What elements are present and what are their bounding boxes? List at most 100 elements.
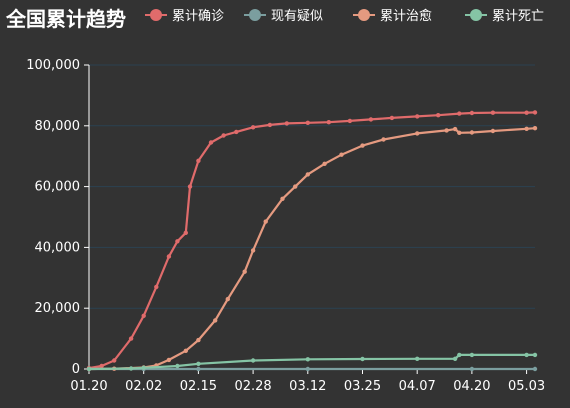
x-tick-label: 02.02 <box>125 379 162 394</box>
y-tick-label: 40,000 <box>35 240 81 255</box>
legend-item: 累计确诊 <box>145 9 224 24</box>
x-tick-label: 05.03 <box>508 379 545 394</box>
data-point <box>381 137 385 141</box>
data-point <box>129 336 133 340</box>
data-point <box>491 129 495 133</box>
legend-item: 累计治愈 <box>353 9 432 24</box>
data-point <box>369 117 373 121</box>
series-line-1 <box>89 112 535 368</box>
data-point <box>87 367 91 371</box>
data-point <box>470 353 474 357</box>
data-point <box>470 367 474 371</box>
legend-label: 累计治愈 <box>380 9 432 24</box>
legend: 累计确诊 现有疑似 累计治愈 累计死亡 <box>145 8 544 24</box>
data-point <box>154 285 158 289</box>
data-point <box>196 362 200 366</box>
y-tick-label: 60,000 <box>35 180 81 195</box>
data-point <box>533 126 537 130</box>
data-point <box>251 248 255 252</box>
data-point <box>264 219 268 223</box>
data-point <box>196 159 200 163</box>
data-point <box>470 130 474 134</box>
data-point <box>285 121 289 125</box>
data-point <box>142 366 146 370</box>
legend-label: 累计确诊 <box>172 9 224 24</box>
data-point <box>444 128 448 132</box>
data-point <box>142 314 146 318</box>
series-line-3 <box>89 128 535 369</box>
chart-title: 全国累计趋势 <box>5 7 126 31</box>
data-point <box>306 367 310 371</box>
data-point <box>251 358 255 362</box>
data-point <box>339 153 343 157</box>
data-point <box>524 111 528 115</box>
data-point <box>196 338 200 342</box>
data-point <box>188 184 192 188</box>
data-point <box>415 114 419 118</box>
y-tick-label: 100,000 <box>26 58 80 73</box>
data-point <box>234 130 238 134</box>
data-point <box>184 349 188 353</box>
data-point <box>306 357 310 361</box>
legend-label: 累计死亡 <box>492 9 544 24</box>
data-point <box>293 184 297 188</box>
data-point <box>184 231 188 235</box>
x-tick-label: 02.28 <box>234 379 271 394</box>
data-point <box>280 197 284 201</box>
series-line-4 <box>89 355 535 369</box>
data-point <box>470 111 474 115</box>
y-tick-label: 20,000 <box>35 301 81 316</box>
data-point <box>327 120 331 124</box>
legend-marker <box>358 9 370 21</box>
data-point <box>112 358 116 362</box>
legend-marker <box>470 9 482 21</box>
data-point <box>524 353 528 357</box>
x-tick-label: 03.12 <box>289 379 326 394</box>
x-tick-label: 02.15 <box>180 379 217 394</box>
legend-marker <box>249 9 261 21</box>
data-point <box>457 353 461 357</box>
data-point <box>453 357 457 361</box>
data-point <box>533 367 537 371</box>
data-point <box>415 357 419 361</box>
data-point <box>129 366 133 370</box>
legend-item: 现有疑似 <box>244 8 323 24</box>
y-tick-label: 80,000 <box>35 119 81 134</box>
data-point <box>360 143 364 147</box>
data-point <box>243 270 247 274</box>
data-point <box>390 116 394 120</box>
data-point <box>348 119 352 123</box>
data-point <box>175 239 179 243</box>
x-tick-label: 04.20 <box>453 379 490 394</box>
data-point <box>213 318 217 322</box>
data-point <box>415 131 419 135</box>
data-point <box>533 110 537 114</box>
data-point <box>196 367 200 371</box>
data-point <box>360 357 364 361</box>
axes: 0 20,000 40,000 60,000 80,000 100,000 01.20 02.… <box>26 58 545 394</box>
data-point <box>251 125 255 129</box>
data-point <box>306 172 310 176</box>
data-point <box>457 131 461 135</box>
data-point <box>175 364 179 368</box>
series-lines <box>87 110 537 371</box>
data-point <box>457 111 461 115</box>
grid <box>89 65 535 308</box>
data-point <box>221 133 225 137</box>
data-point <box>226 297 230 301</box>
data-point <box>322 162 326 166</box>
data-point <box>99 364 103 368</box>
data-point <box>453 127 457 131</box>
y-tick-label: 0 <box>72 362 80 377</box>
data-point <box>167 254 171 258</box>
legend-item: 累计死亡 <box>465 9 544 24</box>
data-point <box>268 123 272 127</box>
data-point <box>167 358 171 362</box>
x-tick-label: 04.07 <box>399 379 436 394</box>
x-tick-label: 03.25 <box>344 379 381 394</box>
legend-label: 现有疑似 <box>271 8 323 24</box>
data-point <box>524 127 528 131</box>
data-point <box>209 140 213 144</box>
